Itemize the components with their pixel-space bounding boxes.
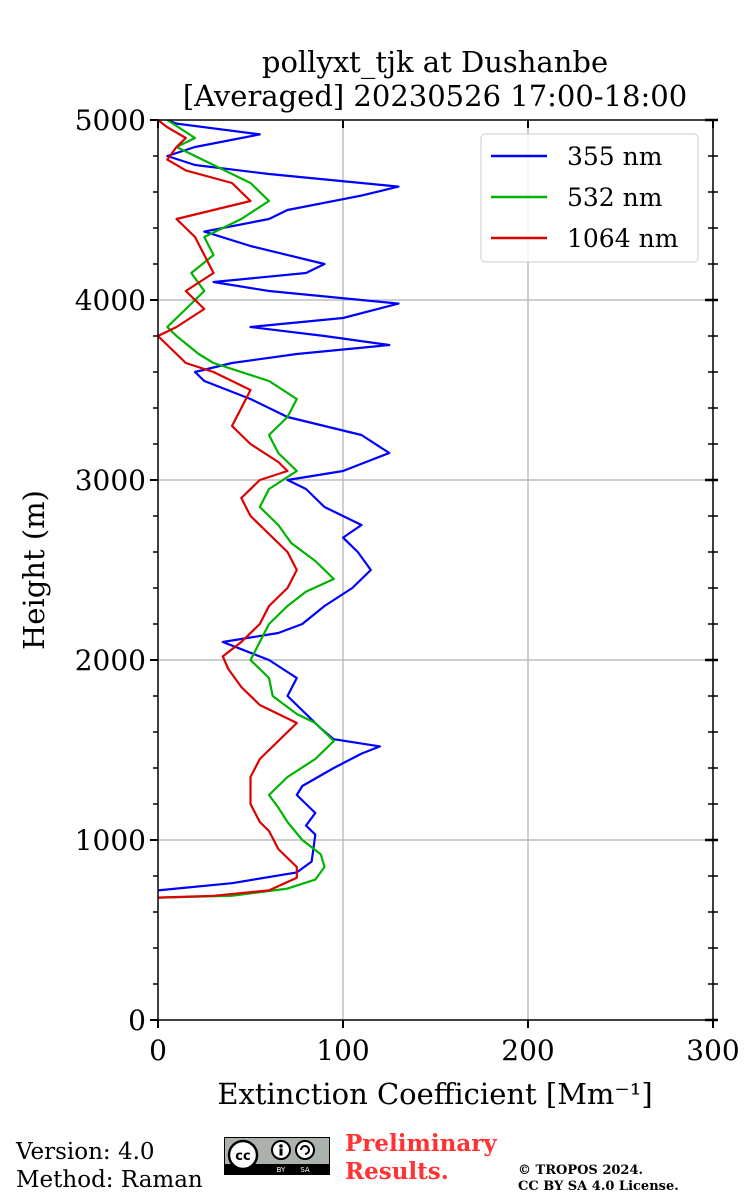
svg-text:cc: cc bbox=[235, 1149, 250, 1164]
chart-title: pollyxt_tjk at Dushanbe bbox=[262, 45, 608, 80]
x-tick-label: 100 bbox=[316, 1034, 369, 1067]
svg-text:SA: SA bbox=[300, 1166, 310, 1174]
series-line-1064-nm bbox=[156, 119, 298, 899]
y-tick-label: 3000 bbox=[75, 464, 146, 497]
series-layer bbox=[156, 118, 400, 899]
x-tick-label: 300 bbox=[686, 1034, 739, 1067]
copyright-notice: © TROPOS 2024. CC BY SA 4.0 License. bbox=[518, 1163, 679, 1195]
series-line-532-nm bbox=[157, 119, 335, 899]
preliminary-line2: Results. bbox=[345, 1158, 449, 1185]
y-tick-label: 0 bbox=[128, 1004, 146, 1037]
y-tick-label: 4000 bbox=[75, 284, 146, 317]
x-tick-label: 0 bbox=[149, 1034, 167, 1067]
preliminary-line1: Preliminary bbox=[345, 1130, 497, 1157]
version-text: Version: 4.0 bbox=[16, 1139, 155, 1165]
y-tick-label: 5000 bbox=[75, 104, 146, 137]
svg-text:BY: BY bbox=[277, 1166, 286, 1174]
legend-label: 532 nm bbox=[567, 183, 663, 212]
copyright-line2: CC BY SA 4.0 License. bbox=[518, 1179, 679, 1194]
legend-label: 355 nm bbox=[567, 142, 663, 171]
plot-frame bbox=[157, 119, 714, 1021]
y-tick-label: 2000 bbox=[75, 644, 146, 677]
legend: 355 nm 532 nm 1064 nm bbox=[480, 133, 699, 263]
x-axis-label: Extinction Coefficient [Mm⁻¹] bbox=[217, 1077, 652, 1111]
y-axis-label: Height (m) bbox=[17, 490, 51, 650]
method-text: Method: Raman bbox=[16, 1167, 203, 1193]
cc-by-sa-logo: cc BY SA bbox=[224, 1137, 330, 1175]
legend-label: 1064 nm bbox=[567, 224, 679, 253]
extinction-profile-chart: pollyxt_tjk at Dushanbe [Averaged] 20230… bbox=[17, 45, 740, 1111]
y-tick-label: 1000 bbox=[75, 824, 146, 857]
legend-box bbox=[480, 133, 699, 263]
preliminary-results-notice: Preliminary Results. bbox=[345, 1130, 497, 1186]
copyright-line1: © TROPOS 2024. bbox=[518, 1163, 644, 1178]
x-tick-label: 200 bbox=[501, 1034, 554, 1067]
chart-subtitle: [Averaged] 20230526 17:00-18:00 bbox=[183, 79, 687, 113]
series-line-355-nm bbox=[157, 118, 400, 892]
